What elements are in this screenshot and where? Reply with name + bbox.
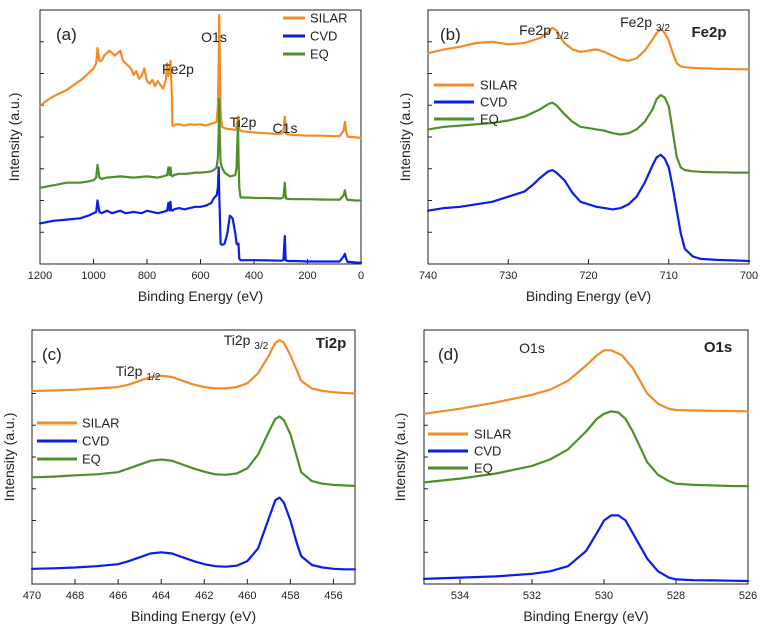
panel-a-xtick-label: 0 <box>358 270 364 282</box>
panel-b-title: Fe2p <box>691 24 726 41</box>
panel-b-tag: (b) <box>440 25 461 44</box>
panel-d-frame <box>423 329 749 585</box>
panel-a-annotation-label: Fe2p <box>162 61 194 77</box>
panel-b-annotation: Fe2p 1/2 <box>519 22 569 42</box>
panel-a-ylabel: Intensity (a.u.) <box>6 93 22 182</box>
panel-d-xtick-label: 526 <box>739 590 757 602</box>
panel-b-series-eq <box>426 94 751 174</box>
panel-c: 470 468 466 464 462 460 458 456 Binding Energy (… <box>1 329 357 624</box>
panel-b-xtick-label: 740 <box>419 270 437 282</box>
panel-d-xtick-label: 528 <box>667 590 685 602</box>
panel-a-xtick-label: 1200 <box>28 270 52 282</box>
panel-c-annotation-subscript: 3/2 <box>254 341 268 352</box>
panel-a: 1200 1000 800 600 400 200 0 Binding Energy (eV)… <box>6 9 364 304</box>
panel-c-annotation: Ti2p 3/2 <box>224 332 269 352</box>
panel-c-frame <box>31 329 356 585</box>
panel-d: 534 532 530 528 526 Binding Energy (eV) Intens… <box>392 329 757 624</box>
panel-b-ylabel: Intensity (a.u.) <box>397 93 413 182</box>
panel-a-annotation: Fe2p <box>162 61 194 77</box>
panel-a-xtick-label: 800 <box>138 270 156 282</box>
panel-b-xtick-label: 720 <box>579 270 597 282</box>
panel-b-xtick-label: 710 <box>660 270 678 282</box>
panel-a-series-cvd <box>38 166 363 264</box>
panel-c-series-eq <box>30 415 357 488</box>
panel-b-annotation-subscript: 1/2 <box>555 31 569 42</box>
panel-c-xtick-label: 460 <box>238 590 256 602</box>
panel-a-annotation-label: O1s <box>201 29 227 45</box>
panel-d-ylabel: Intensity (a.u.) <box>392 413 408 502</box>
panel-b-legend: SILAR CVD EQ <box>434 78 518 127</box>
panel-d-legend-label: SILAR <box>474 427 512 442</box>
panel-c-xlabel: Binding Energy (eV) <box>131 608 256 624</box>
panel-c-legend-label: SILAR <box>82 416 120 431</box>
panel-b-series-silar <box>426 26 751 71</box>
panel-b-annotation-label: Fe2p <box>620 14 652 30</box>
panel-a-xtick-label: 400 <box>245 270 263 282</box>
panel-d-series-eq <box>422 410 750 488</box>
panel-d-xlabel: Binding Energy (eV) <box>523 608 648 624</box>
panel-a-legend-label: SILAR <box>310 11 348 26</box>
panel-d-title: O1s <box>704 339 732 356</box>
panel-c-annotation-label: Ti2p <box>116 363 143 379</box>
panel-c-annotation-label: Ti2p <box>224 332 251 348</box>
panel-d-legend: SILAR CVD EQ <box>428 427 512 476</box>
panel-c-series-silar <box>30 339 357 395</box>
panel-c-legend: SILAR CVD EQ <box>37 416 120 467</box>
panel-d-series-cvd <box>422 514 750 583</box>
panel-d-xtick-label: 532 <box>523 590 541 602</box>
panel-d-tag: (d) <box>438 345 459 364</box>
panel-a-series-eq <box>38 97 363 202</box>
panel-a-xlabel: Binding Energy (eV) <box>138 288 263 304</box>
panel-a-annotation: C1s <box>273 120 298 136</box>
panel-c-xtick-label: 462 <box>195 590 213 602</box>
panel-d-xtick-label: 534 <box>451 590 469 602</box>
panel-a-annotation: Ti2p <box>230 114 257 130</box>
panel-a-annotation-label: Ti2p <box>230 114 257 130</box>
panel-c-ylabel: Intensity (a.u.) <box>1 413 17 502</box>
panel-c-xtick-label: 464 <box>152 590 170 602</box>
panel-c-xtick-label: 466 <box>109 590 127 602</box>
panel-a-series-silar <box>38 14 363 140</box>
panel-d-series-silar <box>422 349 750 415</box>
panel-b-annotation: Fe2p 3/2 <box>620 14 670 34</box>
panel-a-legend-label: CVD <box>310 29 337 44</box>
panel-c-legend-label: CVD <box>82 434 109 449</box>
panel-b-legend-label: EQ <box>480 112 499 127</box>
panel-d-annotation-label: O1s <box>519 340 545 356</box>
panel-d-legend-label: CVD <box>474 444 501 459</box>
panel-c-xtick-label: 458 <box>281 590 299 602</box>
panel-d-legend-label: EQ <box>474 461 493 476</box>
panel-b-legend-label: SILAR <box>480 78 518 93</box>
panel-a-xtick-label: 600 <box>191 270 209 282</box>
panel-a-annotation-label: C1s <box>273 120 298 136</box>
panel-c-annotation-subscript: 1/2 <box>146 372 160 383</box>
panel-c-legend-label: EQ <box>82 452 101 467</box>
panel-d-xtick-label: 530 <box>595 590 613 602</box>
panel-c-annotation: Ti2p 1/2 <box>116 363 161 383</box>
panel-c-xtick-label: 456 <box>324 590 342 602</box>
panel-a-xtick-label: 200 <box>298 270 316 282</box>
panel-a-tag: (a) <box>56 25 77 44</box>
panel-b-frame <box>427 9 750 265</box>
panel-a-xtick-label: 1000 <box>81 270 105 282</box>
panel-b-xtick-label: 700 <box>740 270 758 282</box>
panel-b-series-cvd <box>426 153 751 263</box>
panel-c-title: Ti2p <box>316 335 347 352</box>
panel-b-annotation-subscript: 3/2 <box>656 23 670 34</box>
panel-c-xtick-label: 468 <box>66 590 84 602</box>
panel-c-tag: (c) <box>42 345 62 364</box>
panel-c-series-cvd <box>30 496 357 571</box>
panel-a-legend-label: EQ <box>310 47 329 62</box>
panel-b-xlabel: Binding Energy (eV) <box>526 288 651 304</box>
panel-b-xtick-label: 730 <box>499 270 517 282</box>
panel-d-annotation: O1s <box>519 340 545 356</box>
panel-b-annotation-label: Fe2p <box>519 22 551 38</box>
panel-a-annotation: O1s <box>201 29 227 45</box>
panel-b: 740 730 720 710 700 Binding Energy (eV) Intens… <box>397 9 758 304</box>
panel-b-legend-label: CVD <box>480 95 507 110</box>
panel-c-xtick-label: 470 <box>23 590 41 602</box>
panel-a-legend: SILAR CVD EQ <box>283 11 348 62</box>
